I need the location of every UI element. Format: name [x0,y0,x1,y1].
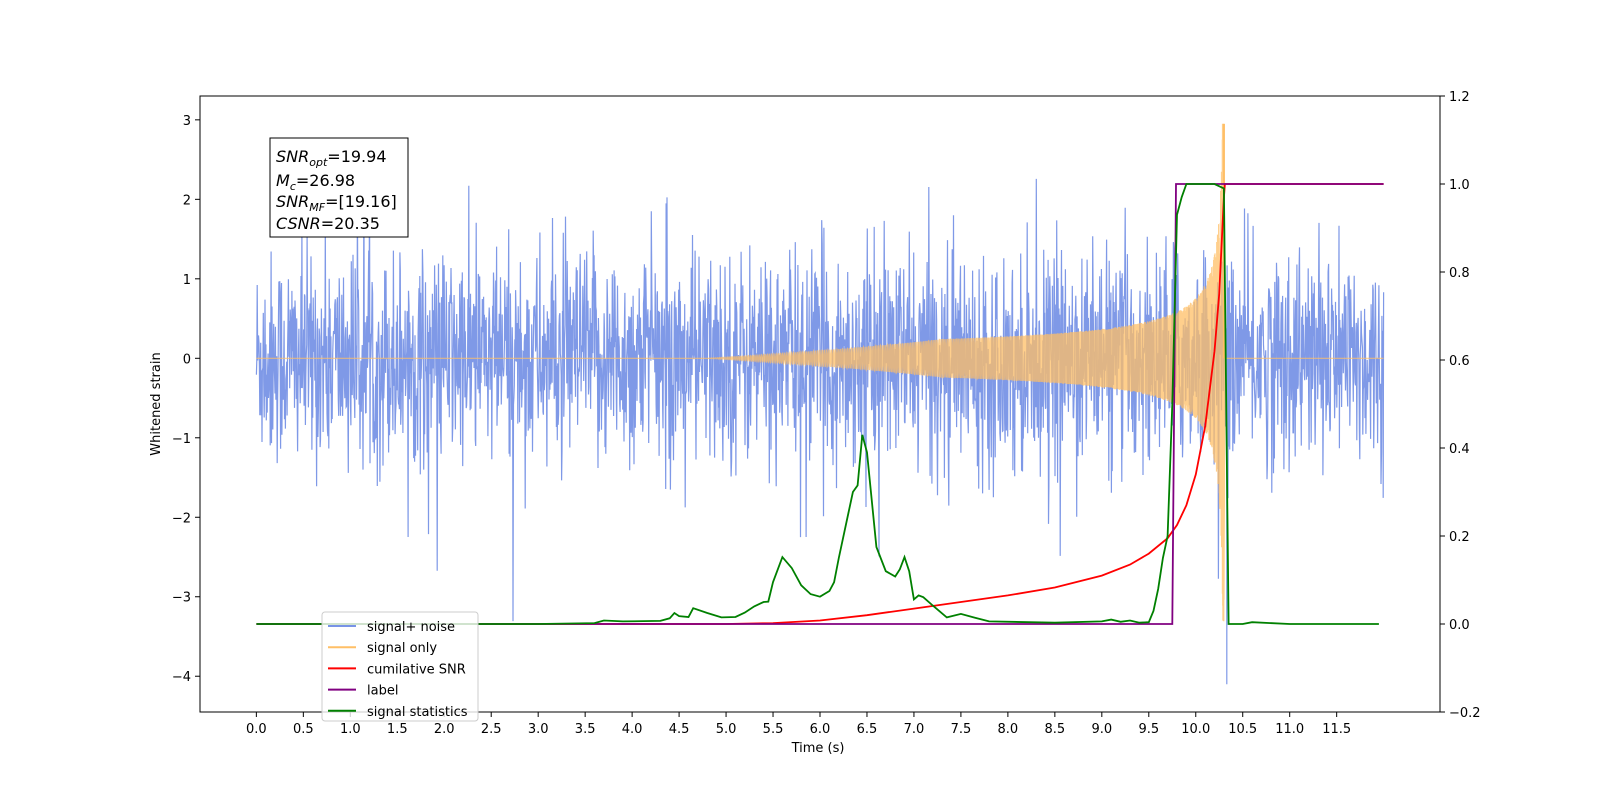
annotation-box: SNRopt=19.94 Mc=26.98 SNRMF=[19.16] CSNR… [269,137,409,238]
x-tick-label: 5.0 [716,722,737,737]
x-tick-label: 11.0 [1275,722,1304,737]
x-tick-label: 9.0 [1091,722,1112,737]
x-tick-label: 6.0 [810,722,831,737]
x-tick-label: 7.0 [904,722,925,737]
x-tick-label: 10.0 [1181,722,1210,737]
x-axis-label: Time (s) [791,741,845,756]
y-tick-label: −3 [172,591,191,606]
x-tick-label: 3.0 [528,722,549,737]
x-tick-label: 3.5 [575,722,596,737]
x-tick-label: 7.5 [951,722,972,737]
y2-tick-label: 1.0 [1449,178,1470,193]
x-tick-label: 4.0 [622,722,643,737]
legend-label: label [367,684,398,699]
annotation-mc: Mc=26.98 [276,171,355,193]
y-tick-label: 2 [183,193,191,208]
y2-tick-label: 0.2 [1449,530,1470,545]
x-tick-label: 6.5 [857,722,878,737]
legend-frame [321,611,479,722]
x-tick-label: 8.5 [1045,722,1066,737]
x-tick-label: 1.0 [340,722,361,737]
series-signal-only-line [256,123,1384,622]
series-signal-statistics-line [256,183,1379,625]
y-tick-label: −2 [172,511,191,526]
x-tick-label: 1.5 [387,722,408,737]
y2-tick-label: 1.2 [1449,90,1470,105]
y2-tick-label: −0.2 [1449,706,1481,721]
x-tick-label: 4.5 [669,722,690,737]
x-tick-label: 8.0 [998,722,1019,737]
y-tick-label: 0 [183,352,191,367]
annotation-snr-opt: SNRopt=19.94 [276,147,387,169]
legend-label: signal only [367,641,437,656]
series-cumilative-snr-line [256,183,1384,625]
y-axis-right: 1.2 1.0 0.8 0.6 0.4 0.2 0.0 −0.2 [1440,90,1481,721]
x-tick-label: 5.5 [763,722,784,737]
y2-tick-label: 0.0 [1449,618,1470,633]
y-tick-label: 3 [183,114,191,129]
annotation-csnr: CSNR=20.35 [276,214,380,233]
y2-tick-label: 0.4 [1449,442,1470,457]
annotation-snr-mf: SNRMF=[19.16] [276,192,397,214]
x-tick-label: 10.5 [1228,722,1257,737]
y2-tick-label: 0.6 [1449,354,1470,369]
y2-tick-label: 0.8 [1449,266,1470,281]
x-tick-label: 0.0 [246,722,267,737]
legend-label: signal statistics [367,705,468,720]
x-tick-label: 0.5 [293,722,314,737]
x-axis: 0.0 0.5 1.0 1.5 2.0 2.5 3.0 3.5 4.0 4.5 5.0 5.5 6.0 6… [246,712,1351,737]
y-axis-label: Whitened strain [149,352,164,455]
x-tick-label: 2.0 [434,722,455,737]
series-layer [255,123,1385,685]
y-axis-left: 3 2 1 0 −1 −2 −3 −4 [172,114,200,685]
legend: signal+ noise signal only cumilative SNR la… [321,611,479,722]
legend-label: signal+ noise [367,620,455,635]
x-tick-label: 2.5 [481,722,502,737]
y-tick-label: −4 [172,670,191,685]
x-tick-label: 9.5 [1138,722,1159,737]
y-tick-label: 1 [183,273,191,288]
y-tick-label: −1 [172,432,191,447]
x-tick-label: 11.5 [1322,722,1351,737]
legend-label: cumilative SNR [367,662,466,677]
